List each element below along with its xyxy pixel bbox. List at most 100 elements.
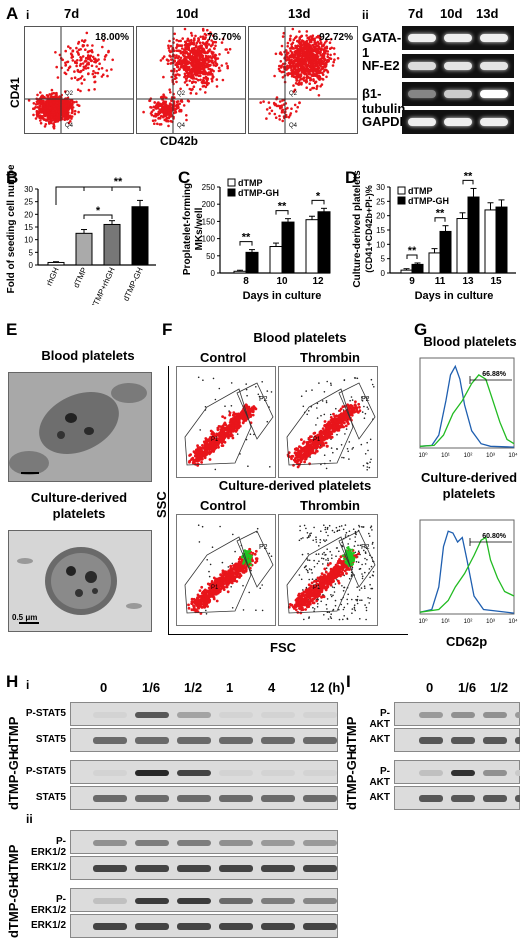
wb-band-3-0-1 — [135, 898, 169, 904]
em-culture-derived-platelets — [8, 530, 152, 632]
wb-band-1-1-1 — [135, 795, 169, 802]
wb-band-3-1-4 — [261, 923, 295, 930]
xtick-b-3: dTMP-GH — [121, 266, 144, 303]
xtick-c-0: 8 — [243, 276, 249, 287]
sig-bracket — [462, 179, 474, 185]
wb-strip-0-1 — [394, 728, 520, 752]
xtick-b-1: dTMP — [72, 266, 89, 289]
wb-band-0-1-0 — [419, 737, 443, 744]
bar-d-0-1 — [411, 263, 424, 274]
bar-b-2 — [103, 223, 121, 266]
wb-band-2-0-4 — [261, 840, 295, 846]
panel-f-col-thrombin-top: Thrombin — [300, 350, 360, 365]
y-tick-label: 25 — [24, 198, 33, 207]
hist-xtick-2: 10² — [464, 619, 473, 625]
facs-f-plot-3: P2 P1 — [278, 514, 378, 626]
facs-day-13d: 13d — [288, 6, 311, 21]
facs-day-10d: 10d — [176, 6, 199, 21]
y-tick-label: 250 — [202, 183, 216, 192]
panel-d-ylabel: Culture-derived platelets — [352, 170, 363, 288]
wb-strip-0-1 — [70, 728, 338, 752]
xtick-d-1: 11 — [435, 276, 446, 287]
wb-band-3-0-0 — [93, 898, 127, 904]
legend-c-swatch-0 — [227, 178, 236, 187]
bar-c-0-0 — [233, 270, 247, 274]
wb-strip-2-0 — [70, 830, 338, 854]
y-tick-label: 5 — [381, 255, 386, 264]
bar-d-3-1 — [495, 206, 508, 274]
sig-star: * — [316, 190, 321, 202]
bar-d-1-0 — [428, 252, 441, 274]
facs-q4-label: Q4 — [177, 123, 186, 129]
panel-f-top-title: Blood platelets — [253, 330, 347, 345]
wb-band-1-1-0 — [93, 795, 127, 802]
gate-p2 — [338, 382, 376, 440]
gate-p1 — [286, 388, 354, 466]
hist-line-0 — [419, 364, 515, 448]
xtick-d-3: 15 — [490, 276, 502, 287]
hist-xtick-1: 10¹ — [441, 619, 450, 625]
gel-lane-strip-2 — [402, 82, 514, 106]
wb-band-1-1-2 — [483, 795, 507, 802]
wb-strip-0-0 — [394, 702, 520, 726]
bar-d-1-1 — [439, 230, 452, 274]
wb-band-2-0-3 — [219, 840, 253, 846]
panel-f-xlabel: FSC — [270, 640, 296, 655]
sig-bracket-long — [55, 186, 141, 205]
gel-band-3-2 — [480, 118, 508, 126]
gel-band-2-0 — [408, 90, 436, 98]
wb-band-1-0-3 — [219, 770, 253, 776]
wb-band-0-1-5 — [303, 737, 337, 744]
gate-p1-label: P1 — [211, 437, 219, 443]
gel-band-2-2 — [480, 90, 508, 98]
legend-d-label-1: dTMP-GH — [408, 196, 449, 206]
gate-p1-label: P1 — [313, 437, 321, 443]
wb-band-1-1-4 — [261, 795, 295, 802]
legend-c-label-0: dTMP — [238, 178, 263, 188]
hist-line-1 — [419, 374, 515, 447]
wb-band-0-1-1 — [135, 737, 169, 744]
gel-row-label-2: β1-tubulin — [362, 86, 406, 116]
hist-xtick-0: 10⁰ — [418, 452, 428, 459]
gate-p2 — [338, 530, 376, 588]
wb-strip-2-1 — [70, 856, 338, 880]
wb-row-label-0-0: P-AKT — [369, 708, 390, 730]
gel-lane-strip-0 — [402, 26, 514, 50]
wb-row-label-3-1: ERK1/2 — [30, 920, 66, 931]
wb-band-1-1-5 — [303, 795, 337, 802]
wb-band-3-1-2 — [177, 923, 211, 930]
gate-p2-label: P2 — [361, 544, 370, 551]
wb-band-1-0-0 — [93, 770, 127, 776]
panel-i-label: I — [346, 672, 351, 691]
hist-xtick-3: 10³ — [486, 453, 495, 459]
panel-b-label: B — [6, 168, 19, 187]
panel-c-ylabel: Proplatelet-forming — [182, 183, 193, 275]
wb-band-3-1-5 — [303, 923, 337, 930]
wb-band-3-1-0 — [93, 923, 127, 930]
gel-band-2-1 — [444, 90, 472, 98]
wb-strip-0-0 — [70, 702, 338, 726]
gel-day-7d: 7d — [408, 6, 424, 21]
panel-c-label: C — [178, 168, 191, 187]
sig-bracket — [83, 214, 113, 219]
wb-time-0: 0 — [426, 680, 434, 695]
hist-annotation: 66.88% — [482, 371, 507, 378]
gate-p1-label: P1 — [313, 585, 321, 591]
xtick-c-1: 10 — [276, 276, 288, 287]
wb-row-label-0-1: STAT5 — [35, 734, 66, 745]
facs-f-plot-0: P2 P1 — [176, 366, 276, 478]
wb-row-label-3-0: P-ERK1/2 — [30, 894, 66, 916]
gel-band-0-2 — [480, 34, 508, 42]
facs-f-plot-2: P2 P1 — [176, 514, 276, 626]
panel-f-col-control-top: Control — [200, 350, 247, 365]
wb-band-3-0-4 — [261, 898, 295, 904]
facs-q2-label: Q2 — [177, 91, 186, 97]
hist-line-0 — [419, 530, 515, 614]
sig-star: ** — [408, 245, 417, 257]
sig-bracket — [434, 217, 446, 222]
y-tick-label: 30 — [24, 185, 33, 194]
hist-xtick-4: 10⁴ — [508, 452, 518, 459]
gel-band-3-0 — [408, 118, 436, 126]
y-tick-label: 150 — [202, 217, 216, 226]
